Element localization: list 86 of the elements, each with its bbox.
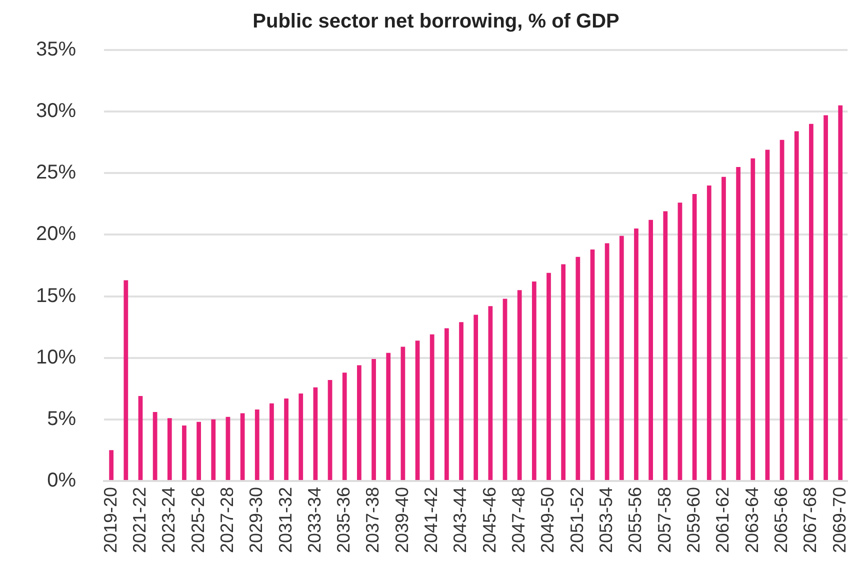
x-tick-label: 2039-40	[392, 486, 412, 554]
y-tick-label: 15%	[36, 284, 76, 307]
y-tick-label: 5%	[47, 408, 76, 430]
x-tick-label: 2067-68	[800, 486, 820, 554]
bar	[576, 256, 580, 480]
bar	[182, 426, 186, 480]
y-tick-label: 20%	[36, 223, 76, 246]
bar	[722, 176, 726, 480]
bar	[415, 340, 420, 480]
bar	[648, 220, 653, 480]
y-tick-label: 25%	[36, 162, 76, 184]
x-tick-label: 2053-54	[596, 486, 616, 554]
y-tick-label: 35%	[36, 38, 76, 61]
y-tick-label: 10%	[36, 346, 76, 368]
x-tick-label: 2061-62	[712, 486, 733, 554]
bar	[561, 264, 566, 480]
bar	[386, 352, 391, 480]
bar	[838, 105, 843, 480]
bar	[444, 328, 449, 480]
x-tick-label: 2051-52	[566, 486, 587, 554]
bar	[124, 280, 128, 480]
bar	[765, 150, 770, 480]
bar	[372, 359, 376, 480]
x-tick-label: 2043-44	[450, 486, 470, 554]
bar	[298, 394, 304, 480]
x-tick-label: 2055-56	[625, 486, 646, 554]
bar	[663, 211, 668, 480]
x-tick-label: 2033-34	[304, 486, 324, 554]
x-tick-label: 2031-32	[275, 486, 296, 554]
x-tick-label: 2027-28	[216, 486, 237, 554]
bar	[634, 228, 638, 480]
bar	[692, 194, 697, 480]
x-tick-label: 2049-50	[538, 486, 558, 554]
x-tick-label: 2057-58	[654, 486, 674, 554]
bar	[474, 314, 478, 480]
bar	[357, 365, 362, 480]
x-tick-label: 2059-60	[684, 486, 704, 554]
bar	[328, 380, 332, 480]
bar	[226, 416, 230, 480]
x-tick-label: 2029-30	[246, 486, 266, 554]
bar	[400, 346, 406, 480]
bar	[459, 322, 464, 480]
x-tick-label: 2047-48	[508, 486, 529, 554]
bar	[678, 202, 682, 480]
bar	[706, 185, 712, 480]
bar	[488, 306, 493, 480]
bar	[794, 131, 799, 480]
x-tick-label: 2045-46	[479, 486, 500, 554]
bar	[809, 124, 814, 480]
x-tick-label: 2035-36	[334, 486, 354, 554]
bar	[270, 403, 274, 480]
chart-title: Public sector net borrowing, % of GDP	[252, 10, 620, 33]
x-tick-label: 2023-24	[158, 486, 179, 554]
bar	[780, 140, 784, 480]
bar	[152, 412, 158, 480]
bar	[532, 281, 536, 480]
x-tick-label: 2037-38	[362, 486, 383, 554]
bar	[502, 298, 508, 480]
bar	[604, 243, 610, 480]
bar	[109, 450, 114, 480]
bar	[313, 387, 318, 480]
x-tick-label: 2021-22	[129, 486, 150, 554]
x-tick-label: 2065-66	[771, 486, 792, 554]
bar	[619, 236, 624, 480]
bar	[240, 413, 245, 480]
x-tick-label: 2069-70	[829, 486, 850, 554]
y-tick-label: 0%	[47, 469, 76, 492]
bar	[546, 272, 551, 480]
bar	[517, 290, 522, 480]
bar	[750, 158, 756, 480]
bar	[138, 396, 143, 480]
x-tick-label: 2019-20	[100, 486, 120, 554]
bar	[736, 166, 740, 480]
y-tick-label: 30%	[36, 100, 76, 122]
bar	[824, 115, 828, 480]
x-tick-label: 2063-64	[742, 486, 762, 554]
bar	[196, 422, 201, 480]
bar	[254, 410, 260, 480]
bar	[430, 334, 434, 480]
bar	[211, 419, 216, 480]
bar	[167, 418, 172, 480]
bar	[342, 372, 347, 480]
x-tick-label: 2041-42	[421, 486, 442, 554]
bar	[284, 398, 288, 480]
bar	[590, 249, 595, 480]
x-tick-label: 2025-26	[188, 486, 208, 554]
